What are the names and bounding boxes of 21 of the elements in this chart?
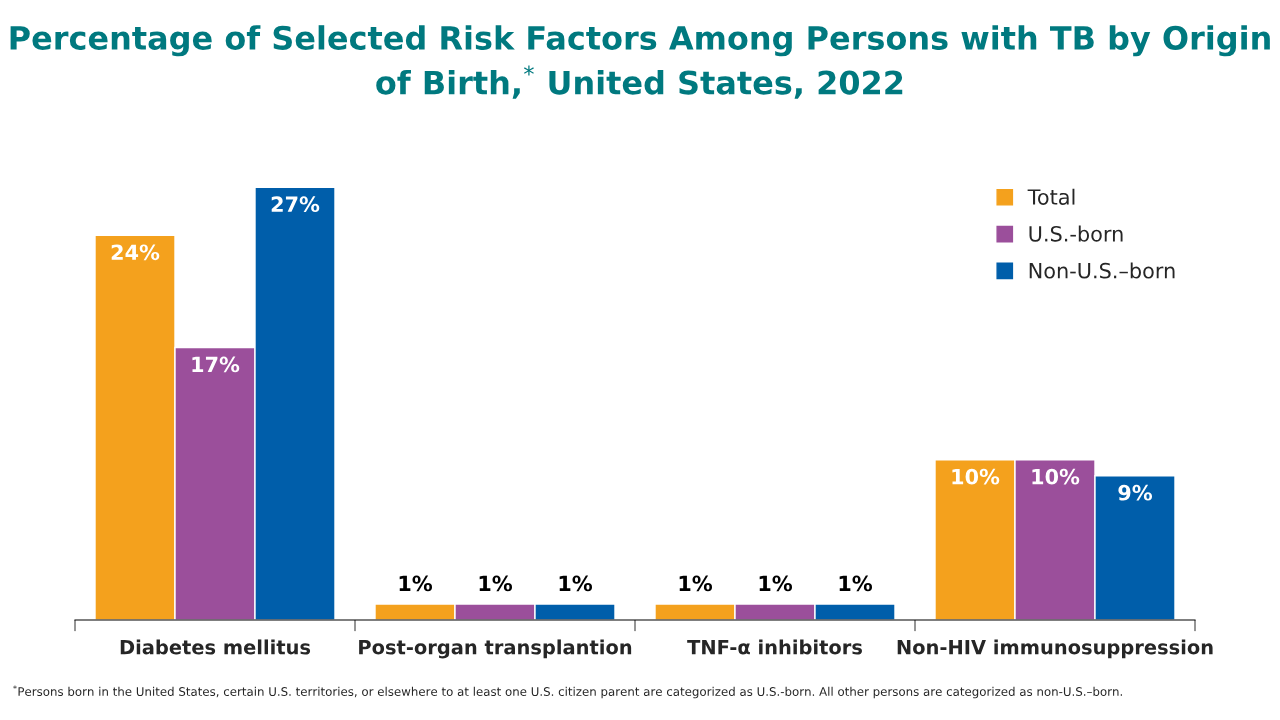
- data-label: 27%: [271, 196, 320, 213]
- legend-label: U.S.-born: [1029, 225, 1123, 242]
- data-label: 1%: [679, 575, 713, 592]
- data-label: 10%: [1032, 468, 1080, 485]
- data-label: 1%: [759, 575, 793, 592]
- chart-title: Percentage of Selected Risk Factors Among Persons with TB by Origin of Birth,$^{*}$ United States, 2022: [10, 25, 1270, 99]
- data-label: 1%: [479, 575, 513, 592]
- data-label: 9%: [1118, 484, 1153, 501]
- data-label: 10%: [952, 468, 1000, 485]
- data-label: 1%: [839, 575, 873, 592]
- x-tick-label: TNF-α inhibitors: [687, 639, 862, 655]
- x-tick-label: Post-organ transplantion: [359, 639, 632, 659]
- data-label: 17%: [192, 356, 240, 373]
- legend-label: Total: [1027, 188, 1075, 205]
- x-tick-label: Non-HIV immunosuppression: [897, 639, 1213, 659]
- x-tick-label: Diabetes mellitus: [120, 639, 311, 655]
- data-label: 1%: [559, 575, 593, 592]
- data-label: 24%: [111, 244, 160, 261]
- text: $^{*}$Persons born in the United States, certain U.S. territories, or elsewhere to at least one U.S. citizen parent are categorized as U.S.-born. All other persons are categorized as non-U.S.–born.: [13, 685, 1122, 699]
- legend-label: Non-U.S.–born: [1029, 262, 1175, 279]
- data-label: 1%: [399, 575, 433, 592]
